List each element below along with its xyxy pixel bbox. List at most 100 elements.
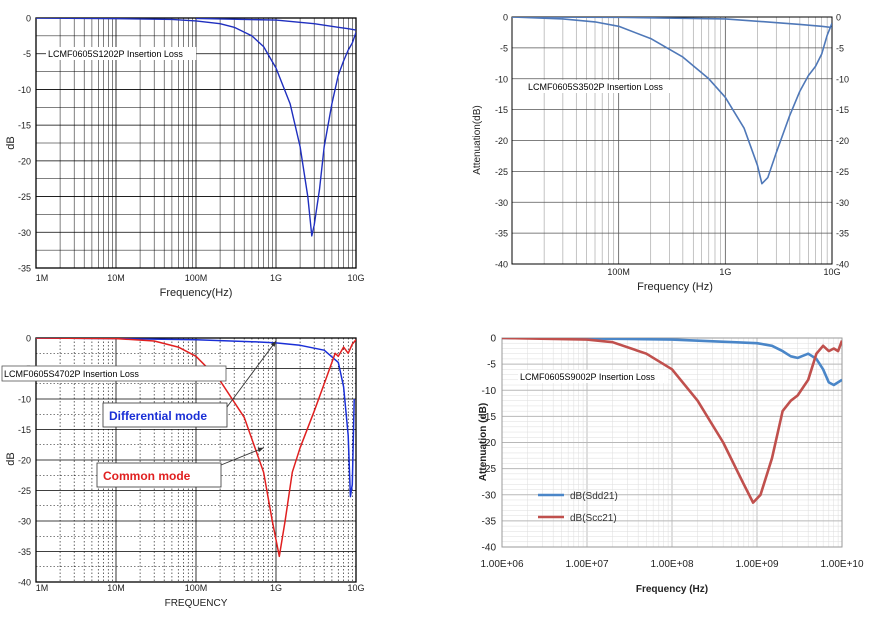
y-tick-label-right: -15 (836, 105, 849, 115)
annotation-arrow (220, 447, 264, 466)
x-tick-label: 10G (347, 273, 364, 283)
y-tick-label: -35 (18, 547, 31, 557)
annotation-arrowhead (270, 341, 276, 347)
series-line-1 (36, 18, 356, 237)
chart-s9002p-svg: 0 -5 -10 -15 -20 -25 -30 -35 -40 1.00E+06 1.00E+07… (478, 334, 864, 596)
x-axis-label: Frequency(Hz) (160, 287, 233, 299)
x-tick-label: 100M (185, 273, 208, 283)
y-tick-label: 0 (490, 334, 496, 345)
y-tick-label: -5 (23, 49, 31, 59)
y-tick-label-right: -5 (836, 43, 844, 53)
y-tick-label-right: -35 (836, 229, 849, 239)
y-tick-label-right: -20 (836, 136, 849, 146)
x-tick-label: 1.00E+06 (480, 559, 524, 570)
x-tick-label: 1.00E+07 (565, 559, 609, 570)
y-tick-label: -40 (495, 260, 508, 270)
y-tick-label: -10 (482, 386, 497, 397)
y-tick-label-right: -10 (836, 74, 849, 84)
chart-title: LCMF0605S3502P Insertion Loss (528, 82, 663, 92)
grid (511, 16, 832, 265)
x-tick-label: 1M (36, 273, 49, 283)
y-axis-label: dB (5, 452, 17, 465)
series-line-1 (502, 338, 842, 387)
y-tick-label: -25 (18, 192, 31, 202)
plot-frame (501, 337, 843, 548)
y-tick-label: -30 (495, 198, 508, 208)
y-tick-label: -15 (18, 425, 31, 435)
y-tick-label: -35 (482, 516, 497, 527)
y-tick-label: -25 (18, 486, 31, 496)
chart-title-box (1, 365, 227, 382)
chart-title: LCMF0605S9002P Insertion Loss (520, 372, 655, 382)
chart-s4702p: 0-5-10-15-20-25-30-35-401M10M100M1G10GLC… (0, 307, 440, 614)
y-tick-label-right: -30 (836, 198, 849, 208)
y-tick-label: -10 (18, 395, 31, 405)
chart-title-bg (526, 80, 677, 93)
annotation-label-1: Differential mode (109, 409, 207, 423)
y-tick-label: -20 (482, 438, 497, 449)
x-tick-label: 1G (719, 267, 731, 277)
x-tick-label: 1.00E+09 (735, 559, 779, 570)
plot-frame (35, 17, 357, 269)
series-line-2 (502, 338, 842, 504)
plot-frame (35, 337, 357, 583)
chart-s4702p-svg: 0-5-10-15-20-25-30-35-401M10M100M1G10GLC… (1, 334, 365, 609)
y-tick-label: 0 (503, 13, 508, 23)
chart-s3502p-svg: 0 0 -5 -5 -10 -10 -15 -15 -20 -20 -25 -25 -30 -30 -35 -… (472, 13, 849, 294)
y-tick-label: -35 (18, 264, 31, 274)
y-tick-label: -20 (18, 156, 31, 166)
y-tick-label: -20 (495, 136, 508, 146)
y-tick-label: -10 (495, 74, 508, 84)
chart-s3502p: 0 0 -5 -5 -10 -10 -15 -15 -20 -20 -25 -25 -30 -30 -35 -… (440, 0, 879, 307)
y-tick-label: -15 (482, 412, 497, 423)
chart-title-bg (518, 370, 669, 383)
y-tick-label-right: 0 (836, 13, 841, 23)
y-tick-label: -30 (18, 228, 31, 238)
x-axis-label: FREQUENCY (165, 598, 228, 609)
annotation-arrow (226, 340, 277, 408)
x-tick-label: 1.00E+10 (820, 559, 864, 570)
series-line-2 (512, 17, 832, 29)
x-tick-label: 10M (107, 273, 125, 283)
y-tick-label: 0 (26, 334, 31, 344)
y-tick-label: 0 (26, 14, 31, 24)
x-tick-label: 1M (36, 583, 49, 593)
legend-label-1: dB(Sdd21) (570, 491, 618, 502)
x-tick-label: 1G (270, 583, 282, 593)
x-tick-label: 100M (185, 583, 208, 593)
y-tick-label: -30 (18, 517, 31, 527)
y-tick-label: -15 (18, 121, 31, 131)
chart-title-bg (46, 47, 197, 60)
annotation-label-2: Common mode (103, 469, 191, 483)
annotation-box (96, 462, 222, 488)
chart-title: LCMF0605S4702P Insertion Loss (4, 369, 139, 379)
x-tick-label: 1.00E+08 (650, 559, 694, 570)
annotation-box (102, 402, 228, 428)
y-axis-label: Attenuation(dB) (472, 105, 483, 175)
y-tick-label-right: -25 (836, 167, 849, 177)
legend-label-2: dB(Scc21) (570, 513, 617, 524)
y-tick-label: -30 (482, 490, 497, 501)
y-tick-label-right: -40 (836, 260, 849, 270)
grid (501, 337, 842, 548)
y-tick-label: -5 (500, 43, 508, 53)
x-tick-label: 10G (823, 267, 840, 277)
y-tick-label: -35 (495, 229, 508, 239)
x-tick-label: 100M (607, 267, 630, 277)
x-axis-label: Frequency (Hz) (636, 584, 708, 595)
y-tick-label: -10 (18, 85, 31, 95)
x-axis-label: Frequency (Hz) (637, 281, 713, 293)
series-line-2 (36, 338, 356, 558)
y-axis-label: dB (5, 136, 17, 149)
annotation-arrowhead (257, 447, 264, 452)
chart-title: LCMF0605S1202P Insertion Loss (48, 49, 183, 59)
y-tick-label: -25 (482, 464, 497, 475)
plot-frame (511, 16, 833, 265)
x-tick-label: 10M (107, 583, 125, 593)
series-line-1 (512, 17, 832, 185)
y-tick-label: -5 (487, 360, 496, 371)
chart-s1202p: 0 -5 -10 -15 -20 -25 -30 -35 1M 10M 100M 1G 10G LCMF0… (0, 0, 440, 307)
chart-s9002p: 0 -5 -10 -15 -20 -25 -30 -35 -40 1.00E+06 1.00E+07… (440, 307, 879, 614)
series-line-2 (195, 18, 356, 31)
y-axis-label: Attenuation (dB) (478, 403, 489, 481)
